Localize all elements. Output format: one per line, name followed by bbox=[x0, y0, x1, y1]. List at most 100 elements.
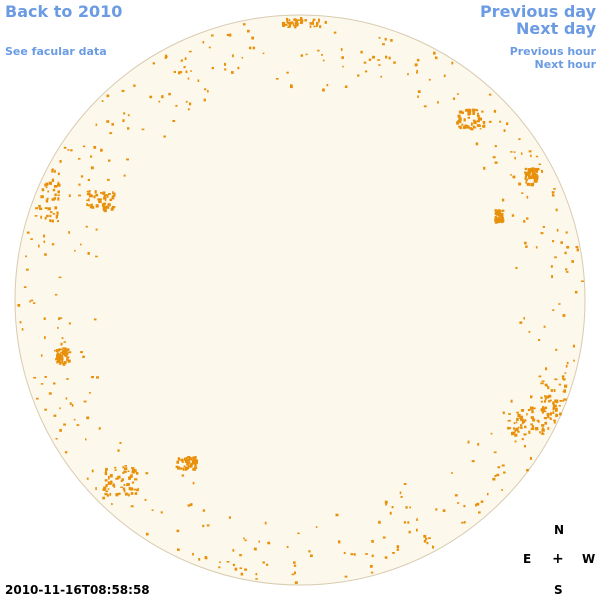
facula-spot bbox=[219, 561, 221, 563]
facula-spot bbox=[86, 199, 90, 202]
facula-spot bbox=[290, 21, 293, 24]
facula-spot bbox=[523, 219, 526, 223]
facula-spot bbox=[53, 382, 56, 385]
facula-spot bbox=[299, 17, 303, 21]
facula-spot bbox=[499, 120, 502, 123]
facula-spot bbox=[297, 532, 300, 535]
facular-spots bbox=[17, 17, 584, 584]
facula-spot bbox=[510, 399, 513, 403]
facula-spot bbox=[295, 20, 298, 23]
facula-spot bbox=[141, 128, 145, 131]
previous-hour-link[interactable]: Previous hour bbox=[509, 45, 596, 58]
facula-spot bbox=[559, 400, 563, 402]
facula-spot bbox=[299, 22, 303, 25]
facula-spot bbox=[86, 416, 90, 420]
facula-spot bbox=[40, 354, 43, 357]
facula-spot bbox=[497, 218, 500, 221]
facula-spot bbox=[128, 493, 130, 497]
next-day-link[interactable]: Next day bbox=[516, 19, 596, 38]
facula-spot bbox=[66, 378, 69, 380]
facula-spot bbox=[423, 534, 427, 538]
facula-spot bbox=[124, 465, 127, 467]
facula-spot bbox=[181, 459, 184, 463]
facula-spot bbox=[251, 36, 255, 40]
previous-day-link[interactable]: Previous day bbox=[479, 2, 596, 21]
facula-spot bbox=[113, 192, 116, 196]
facula-spot bbox=[526, 178, 529, 181]
facula-spot bbox=[428, 537, 431, 539]
facula-spot bbox=[551, 191, 555, 194]
facula-spot bbox=[478, 511, 481, 514]
facula-spot bbox=[61, 356, 64, 359]
facula-spot bbox=[407, 521, 410, 524]
facula-spot bbox=[78, 183, 81, 186]
facula-spot bbox=[554, 378, 558, 381]
facula-spot bbox=[253, 547, 257, 551]
facula-spot bbox=[543, 400, 547, 403]
see-facular-data-link[interactable]: See facular data bbox=[5, 45, 107, 58]
facula-spot bbox=[497, 466, 501, 469]
facula-spot bbox=[562, 314, 566, 317]
facula-spot bbox=[202, 41, 205, 44]
facula-spot bbox=[59, 428, 62, 432]
facula-spot bbox=[175, 104, 178, 107]
facula-spot bbox=[108, 476, 110, 480]
facula-spot bbox=[360, 50, 363, 54]
facula-spot bbox=[443, 74, 446, 78]
facula-spot bbox=[469, 108, 472, 113]
facula-spot bbox=[530, 167, 533, 171]
facula-spot bbox=[494, 219, 496, 221]
facula-spot bbox=[433, 51, 436, 55]
facula-spot bbox=[185, 460, 189, 463]
facula-spot bbox=[524, 241, 527, 245]
compass-east-label: E bbox=[523, 552, 532, 566]
facula-spot bbox=[494, 220, 498, 222]
facula-spot bbox=[464, 521, 466, 524]
facula-spot bbox=[48, 181, 53, 185]
facula-spot bbox=[60, 356, 63, 360]
facula-spot bbox=[59, 160, 62, 163]
facula-spot bbox=[114, 469, 117, 472]
facula-spot bbox=[495, 220, 498, 224]
facula-spot bbox=[527, 169, 530, 173]
facula-spot bbox=[85, 225, 88, 228]
facula-spot bbox=[562, 376, 564, 380]
facula-spot bbox=[70, 149, 73, 152]
facula-spot bbox=[309, 25, 312, 29]
facula-spot bbox=[312, 22, 315, 25]
back-to-year-link[interactable]: Back to 2010 bbox=[5, 2, 123, 21]
facula-spot bbox=[104, 471, 108, 476]
facula-spot bbox=[226, 34, 230, 37]
facula-spot bbox=[459, 126, 462, 130]
facula-spot bbox=[371, 539, 374, 543]
facula-spot bbox=[185, 70, 188, 74]
facula-spot bbox=[562, 399, 565, 402]
facula-spot bbox=[189, 463, 193, 467]
facula-spot bbox=[107, 203, 111, 207]
facula-spot bbox=[309, 554, 313, 558]
facula-spot bbox=[53, 197, 57, 200]
facula-spot bbox=[104, 492, 108, 496]
facula-spot bbox=[105, 470, 107, 473]
facula-spot bbox=[43, 234, 46, 238]
next-hour-link[interactable]: Next hour bbox=[534, 58, 597, 71]
facula-spot bbox=[467, 440, 470, 444]
facula-spot bbox=[35, 207, 39, 210]
facula-spot bbox=[493, 451, 497, 454]
facula-spot bbox=[540, 232, 544, 235]
facula-spot bbox=[87, 178, 91, 181]
facula-spot bbox=[58, 317, 61, 321]
facula-spot bbox=[497, 211, 500, 215]
facula-spot bbox=[98, 200, 102, 204]
facula-spot bbox=[341, 56, 344, 59]
facula-spot bbox=[528, 175, 533, 178]
facula-spot bbox=[104, 205, 107, 208]
facula-spot bbox=[553, 406, 556, 409]
facula-spot bbox=[57, 355, 61, 359]
facula-spot bbox=[581, 280, 584, 283]
facula-spot bbox=[130, 505, 134, 508]
facula-spot bbox=[111, 206, 115, 209]
facula-spot bbox=[316, 23, 319, 26]
facula-spot bbox=[54, 206, 58, 210]
